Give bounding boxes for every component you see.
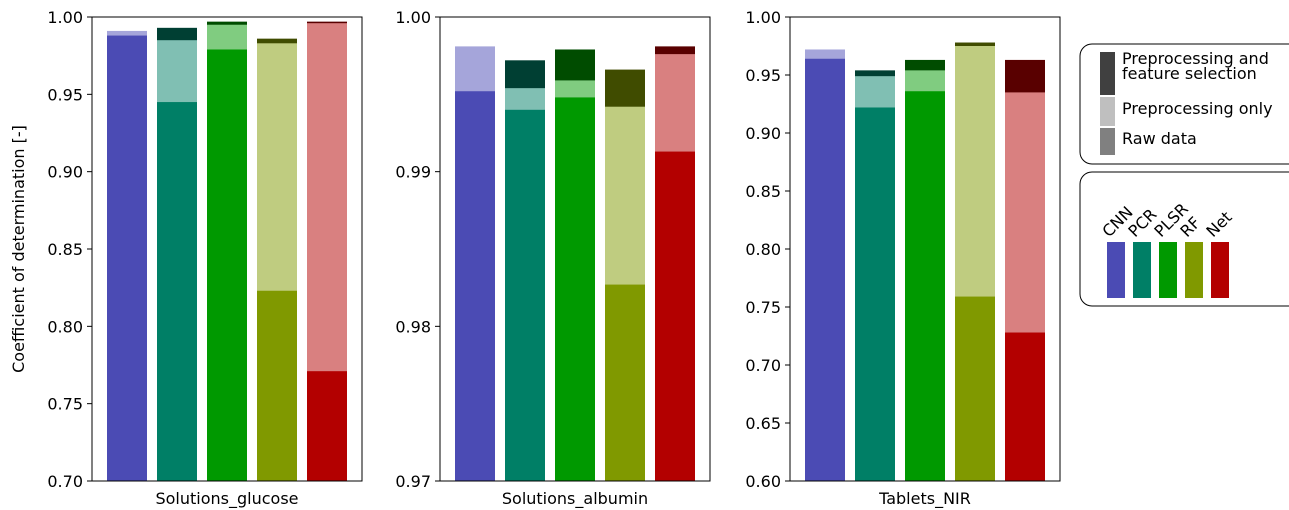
y-tick-label: 1.00 <box>47 8 83 27</box>
y-tick-label: 0.75 <box>745 298 781 317</box>
y-tick-label: 1.00 <box>395 8 431 27</box>
y-tick-label: 0.85 <box>745 182 781 201</box>
y-tick-label: 0.80 <box>47 317 83 336</box>
bar <box>605 284 645 481</box>
legend-swatch <box>1100 97 1115 126</box>
category-swatch <box>1185 242 1203 298</box>
y-tick-label: 0.95 <box>745 66 781 85</box>
legend-swatch <box>1100 52 1115 95</box>
bar <box>905 91 945 482</box>
y-axis-label: Coefficient of determination [-] <box>9 125 28 373</box>
x-axis-label: Tablets_NIR <box>878 489 971 509</box>
y-tick-label: 0.70 <box>47 472 83 491</box>
y-tick-label: 0.85 <box>47 240 83 259</box>
y-tick-label: 0.70 <box>745 356 781 375</box>
legend-text: Preprocessing and feature selection <box>1122 51 1269 83</box>
bar <box>1005 332 1045 481</box>
x-axis-label: Solutions_glucose <box>155 489 298 509</box>
legend-label: Preprocessing and feature selection <box>1122 51 1269 83</box>
y-tick-label: 0.99 <box>395 163 431 182</box>
axes-frame <box>439 16 711 482</box>
bar <box>655 151 695 481</box>
category-legend-box <box>1079 171 1289 307</box>
legend-box <box>1079 43 1289 165</box>
legend-text: Raw data <box>1122 131 1197 148</box>
bar <box>455 91 495 482</box>
y-tick-label: 0.90 <box>745 124 781 143</box>
category-swatch <box>1159 242 1177 298</box>
bar <box>107 35 147 482</box>
bar <box>257 290 297 481</box>
category-swatch <box>1211 242 1229 298</box>
bar <box>955 296 995 481</box>
y-tick-label: 0.75 <box>47 395 83 414</box>
bar <box>805 58 845 481</box>
y-tick-label: 0.97 <box>395 472 431 491</box>
y-tick-label: 1.00 <box>745 8 781 27</box>
y-tick-label: 0.80 <box>745 240 781 259</box>
bar <box>555 97 595 481</box>
legend-text: Preprocessing only <box>1122 101 1273 118</box>
category-swatch <box>1133 242 1151 298</box>
bar <box>505 109 545 482</box>
x-axis-label: Solutions_albumin <box>502 489 648 509</box>
y-tick-label: 0.95 <box>47 85 83 104</box>
bar <box>207 49 247 481</box>
legend-label: Raw data <box>1122 131 1197 148</box>
y-tick-label: 0.98 <box>395 317 431 336</box>
legend-swatch <box>1100 128 1115 155</box>
bar <box>157 102 197 482</box>
y-tick-label: 0.65 <box>745 414 781 433</box>
bar <box>307 371 347 481</box>
category-swatch <box>1107 242 1125 298</box>
y-tick-label: 0.60 <box>745 472 781 491</box>
legend-label: Preprocessing only <box>1122 101 1273 118</box>
y-tick-label: 0.90 <box>47 163 83 182</box>
bar <box>855 107 895 481</box>
